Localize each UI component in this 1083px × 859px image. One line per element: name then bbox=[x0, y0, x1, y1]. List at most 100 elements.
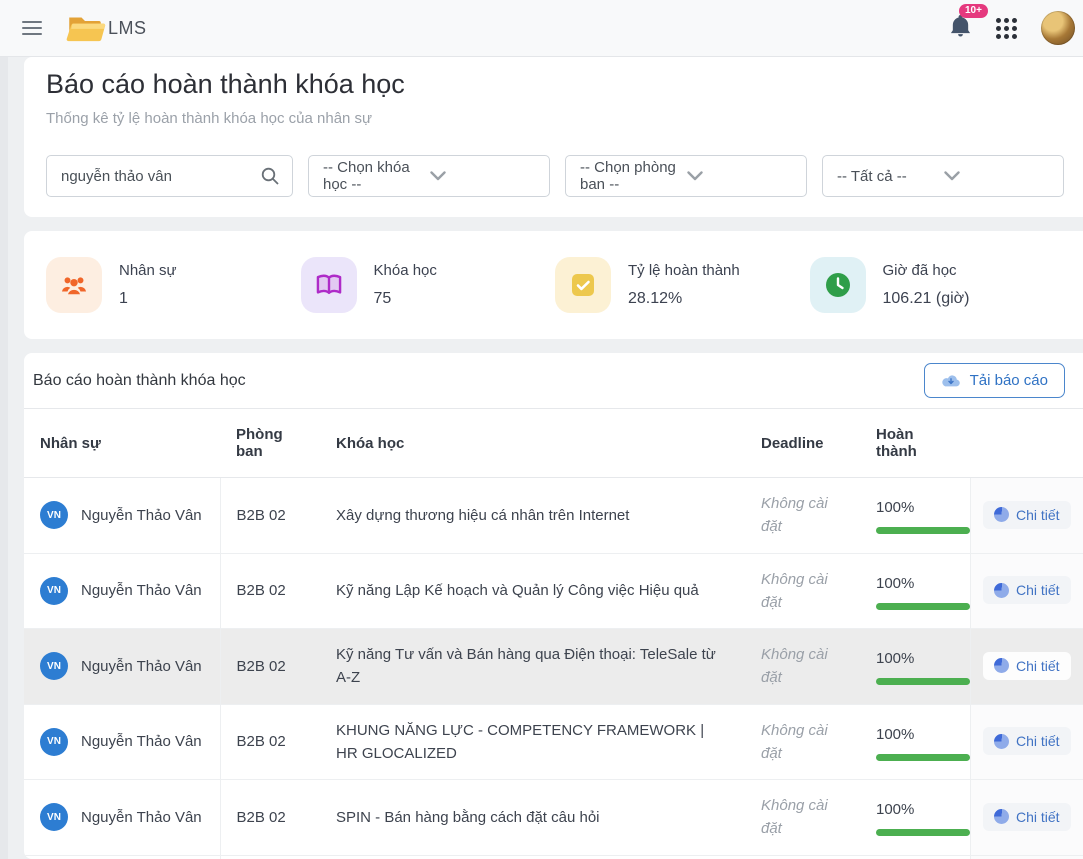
progress-bar bbox=[876, 678, 970, 686]
table-row: VN Nguyễn Thảo Vân B2B 02 Kỹ năng Lập Kế… bbox=[24, 553, 1083, 629]
app-title: LMS bbox=[108, 17, 147, 38]
detail-button[interactable]: Chi tiết bbox=[982, 500, 1071, 529]
stat-staff: Nhân sự 1 bbox=[46, 257, 301, 313]
staff-name: Nguyễn Thảo Vân bbox=[81, 657, 202, 675]
download-report-button[interactable]: Tải báo cáo bbox=[923, 363, 1065, 398]
app-logo[interactable]: LMS bbox=[64, 10, 147, 46]
department-select[interactable]: -- Chọn phòng ban -- bbox=[565, 155, 807, 197]
status-select[interactable]: -- Tất cả -- bbox=[822, 155, 1064, 197]
course-cell: Bí quyết nhảy việc hiệu quả bbox=[320, 855, 745, 859]
stat-label: Khóa học bbox=[373, 262, 437, 279]
detail-button-label: Chi tiết bbox=[1015, 582, 1060, 599]
staff-name: Nguyễn Thảo Vân bbox=[81, 582, 202, 600]
department-cell: B2B 02 bbox=[220, 704, 320, 780]
staff-search-input[interactable] bbox=[61, 167, 260, 185]
staff-name: Nguyễn Thảo Vân bbox=[81, 808, 202, 826]
chevron-down-icon bbox=[944, 171, 1051, 181]
course-cell: KHUNG NĂNG LỰC - COMPETENCY FRAMEWORK | … bbox=[320, 704, 745, 780]
deadline-cell: Không cài đặt bbox=[745, 855, 860, 859]
course-select-value: -- Chọn khóa học -- bbox=[323, 159, 410, 193]
staff-name: Nguyễn Thảo Vân bbox=[81, 506, 202, 524]
pie-chart-icon bbox=[993, 658, 1009, 674]
status-select-value: -- Tất cả -- bbox=[837, 167, 907, 185]
chevron-down-icon bbox=[430, 171, 537, 181]
report-table: Nhân sự Phòng ban Khóa học Deadline Hoàn… bbox=[24, 409, 1083, 859]
completion-percent: 100% bbox=[876, 725, 915, 743]
users-icon bbox=[46, 257, 102, 313]
staff-search-field[interactable] bbox=[46, 155, 293, 197]
table-row: VN Nguyễn Thảo Vân B2B 02 Xây dựng thươn… bbox=[24, 477, 1083, 554]
progress-bar bbox=[876, 753, 970, 761]
cloud-download-icon bbox=[941, 373, 961, 388]
pie-chart-icon bbox=[993, 507, 1009, 523]
deadline-cell: Không cài đặt bbox=[745, 704, 860, 780]
search-icon[interactable] bbox=[260, 166, 280, 186]
table-row-highlighted: VN Nguyễn Thảo Vân B2B 02 Kỹ năng Tư vấn… bbox=[24, 628, 1083, 705]
table-row: VN Nguyễn Thảo Vân B2B 02 SPIN - Bán hàn… bbox=[24, 779, 1083, 856]
deadline-cell: Không cài đặt bbox=[745, 628, 860, 705]
stat-value: 75 bbox=[373, 290, 392, 307]
table-row: VN Nguyễn Thảo Vân B2B 02 Bí quyết nhảy … bbox=[24, 855, 1083, 859]
course-cell: SPIN - Bán hàng bằng cách đặt câu hỏi bbox=[320, 779, 745, 856]
chevron-down-icon bbox=[687, 171, 794, 181]
stat-value: 1 bbox=[119, 290, 128, 307]
stat-value: 28.12% bbox=[628, 290, 683, 307]
notification-count-badge: 10+ bbox=[959, 4, 988, 18]
detail-button[interactable]: Chi tiết bbox=[982, 651, 1071, 680]
completion-percent: 100% bbox=[876, 650, 915, 668]
column-header-completion: Hoàn thành bbox=[860, 409, 970, 478]
detail-button[interactable]: Chi tiết bbox=[982, 802, 1071, 831]
report-title: Báo cáo hoàn thành khóa học bbox=[33, 371, 246, 389]
column-header-deadline: Deadline bbox=[745, 409, 860, 478]
column-header-actions bbox=[970, 409, 1083, 478]
detail-button[interactable]: Chi tiết bbox=[982, 576, 1071, 605]
detail-button-label: Chi tiết bbox=[1015, 506, 1060, 523]
progress-bar bbox=[876, 602, 970, 610]
hamburger-menu-icon[interactable] bbox=[22, 21, 42, 35]
pie-chart-icon bbox=[993, 582, 1009, 598]
stat-label: Giờ đã học bbox=[882, 262, 957, 279]
stats-card: Nhân sự 1 Khóa học 75 Tỷ lệ hoàn thành 2… bbox=[24, 231, 1083, 339]
clock-icon bbox=[809, 257, 866, 313]
staff-avatar: VN bbox=[40, 652, 68, 681]
table-header-row: Nhân sự Phòng ban Khóa học Deadline Hoàn… bbox=[24, 409, 1083, 478]
book-icon bbox=[300, 257, 357, 313]
stat-label: Nhân sự bbox=[119, 262, 177, 279]
course-cell: Kỹ năng Lập Kế hoạch và Quản lý Công việ… bbox=[320, 553, 745, 629]
column-header-staff: Nhân sự bbox=[24, 409, 220, 478]
course-cell: Xây dựng thương hiệu cá nhân trên Intern… bbox=[320, 477, 745, 554]
staff-avatar: VN bbox=[40, 576, 68, 605]
progress-bar bbox=[876, 527, 970, 535]
column-header-course: Khóa học bbox=[320, 409, 745, 478]
stat-courses: Khóa học 75 bbox=[300, 257, 556, 313]
course-select[interactable]: -- Chọn khóa học -- bbox=[308, 155, 550, 197]
staff-avatar: VN bbox=[40, 803, 68, 832]
staff-avatar: VN bbox=[40, 727, 68, 756]
staff-name: Nguyễn Thảo Vân bbox=[81, 733, 202, 751]
stat-label: Tỷ lệ hoàn thành bbox=[628, 262, 740, 279]
notifications-button[interactable]: 10+ bbox=[949, 4, 988, 43]
department-cell: B2B 02 bbox=[220, 779, 320, 856]
bell-icon bbox=[949, 13, 972, 38]
staff-avatar: VN bbox=[40, 501, 68, 530]
department-cell: B2B 02 bbox=[220, 628, 320, 705]
detail-button[interactable]: Chi tiết bbox=[982, 727, 1071, 756]
detail-button-label: Chi tiết bbox=[1015, 657, 1060, 674]
download-report-label: Tải báo cáo bbox=[969, 372, 1048, 389]
user-avatar[interactable] bbox=[1041, 11, 1075, 45]
completion-percent: 100% bbox=[876, 801, 915, 819]
checkbox-icon bbox=[555, 257, 611, 313]
stat-value: 106.21 (giờ) bbox=[882, 290, 970, 307]
department-cell: B2B 02 bbox=[220, 553, 320, 629]
department-cell: B2B 02 bbox=[220, 477, 320, 554]
page-title: Báo cáo hoàn thành khóa học bbox=[46, 69, 405, 99]
table-row: VN Nguyễn Thảo Vân B2B 02 KHUNG NĂNG LỰC… bbox=[24, 704, 1083, 780]
department-select-value: -- Chọn phòng ban -- bbox=[580, 159, 676, 193]
top-navbar: LMS 10+ bbox=[0, 0, 1083, 57]
progress-bar bbox=[876, 829, 970, 837]
pie-chart-icon bbox=[993, 733, 1009, 749]
apps-grid-icon[interactable] bbox=[996, 17, 1017, 39]
course-cell: Kỹ năng Tư vấn và Bán hàng qua Điện thoạ… bbox=[320, 628, 745, 705]
detail-button-label: Chi tiết bbox=[1015, 733, 1060, 750]
column-header-department: Phòng ban bbox=[220, 409, 320, 478]
